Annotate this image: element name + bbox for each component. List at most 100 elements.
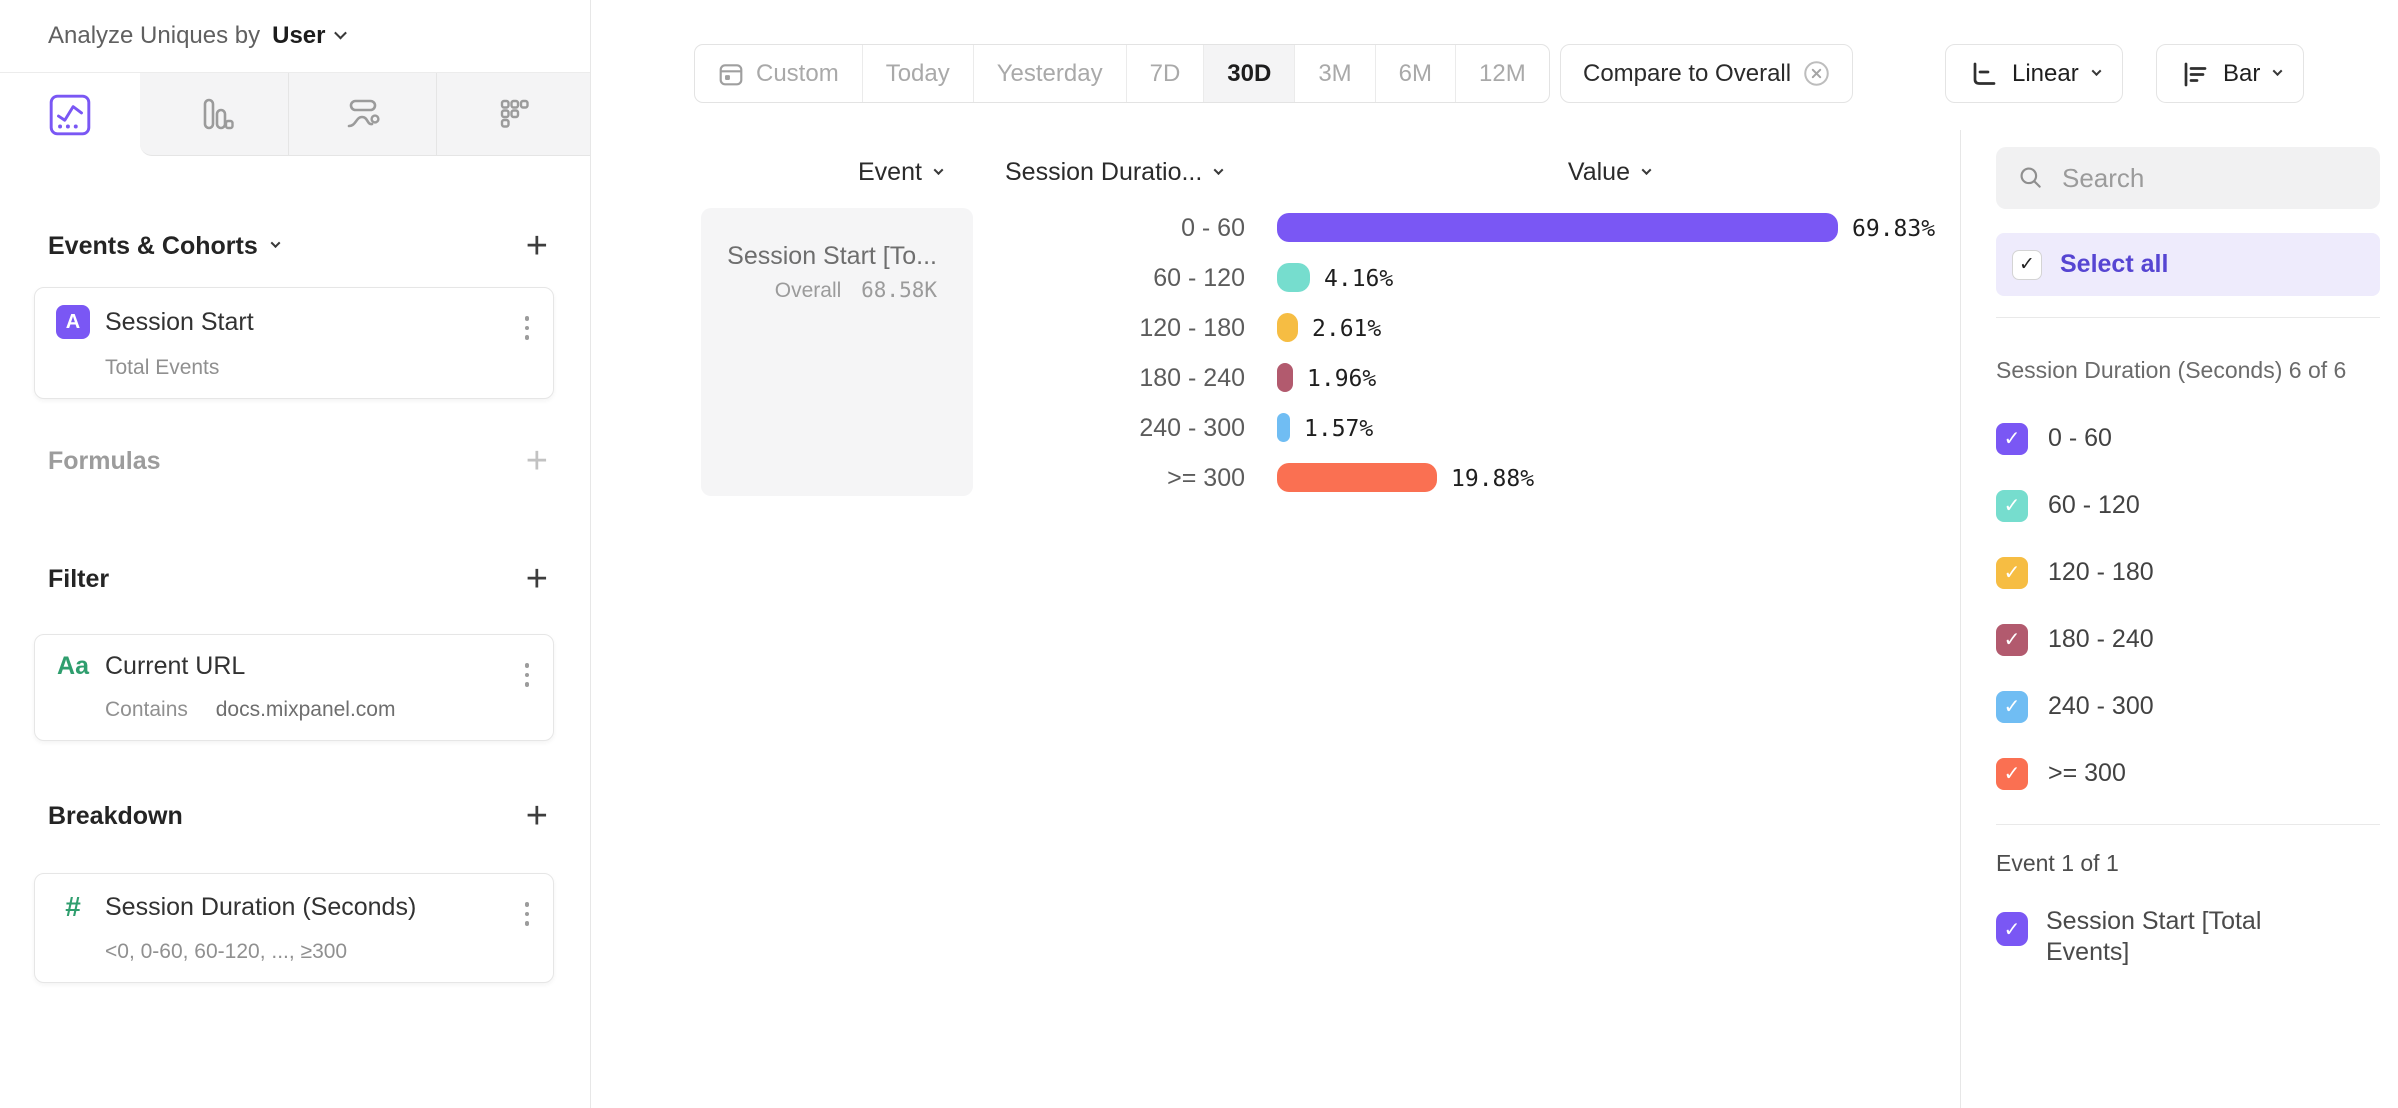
date-range-30d[interactable]: 30D (1203, 45, 1295, 102)
legend-search[interactable] (1996, 147, 2380, 209)
chart-row-4: 180 - 240 1.96% (0, 353, 1960, 403)
insights-line-chart-icon (49, 94, 91, 135)
analyze-header: Analyze Uniques by User (0, 0, 590, 73)
bar-category-label: 240 - 300 (1139, 414, 1245, 442)
analyze-by-value: User (272, 22, 326, 49)
tab-metrics[interactable] (436, 73, 590, 156)
events-cohorts-title[interactable]: Events & Cohorts (48, 232, 281, 261)
chevron-down-icon (333, 26, 347, 40)
overall-label: Overall (774, 279, 842, 302)
chart-row-6: >= 300 19.88% (0, 453, 1960, 503)
add-breakdown-button[interactable]: + (525, 795, 548, 837)
colored-checkbox[interactable]: ✓ (1996, 422, 2028, 455)
select-all-checkbox[interactable]: ✓ (2012, 249, 2042, 280)
chart-row-3: 120 - 180 2.61% (0, 303, 1960, 353)
segment-checkbox-row-4[interactable]: ✓ 180 - 240 (1996, 606, 2380, 673)
date-range-custom[interactable]: Custom (695, 45, 862, 102)
event-row-header-cell: Session Start [To... Overall 68.58K (701, 208, 973, 496)
colored-checkbox[interactable]: ✓ (1996, 912, 2028, 946)
date-range-yesterday[interactable]: Yesterday (972, 45, 1126, 102)
segment-checkbox-row-1[interactable]: ✓ 0 - 60 (1996, 405, 2380, 472)
search-input[interactable] (2062, 162, 2342, 194)
column-header-breakdown[interactable]: Session Duratio... (1005, 158, 1224, 187)
chevron-down-icon (2272, 65, 2283, 76)
chart-type-dropdown[interactable]: Bar (2156, 44, 2305, 103)
filter-value: docs.mixpanel.com (215, 698, 396, 721)
breakdown-section-header: Breakdown + (34, 795, 554, 837)
tab-bar-chart[interactable] (140, 73, 288, 156)
column-header-event[interactable]: Event (858, 158, 944, 187)
formulas-title: Formulas (48, 446, 161, 475)
bar-category-label: 60 - 120 (1153, 264, 1245, 292)
kebab-menu-icon[interactable] (521, 898, 534, 930)
date-range-3m[interactable]: 3M (1294, 45, 1374, 102)
segment-label: >= 300 (2048, 759, 2126, 787)
analyze-by-dropdown[interactable]: User (272, 22, 347, 50)
event-checkbox-row-1[interactable]: ✓ Session Start [Total Events] (1996, 906, 2380, 968)
date-range-label: 12M (1479, 59, 1526, 87)
segment-checkbox-row-3[interactable]: ✓ 120 - 180 (1996, 539, 2380, 606)
breakdown-card-buckets[interactable]: <0, 0-60, 60-120, ..., ≥300 (105, 940, 348, 963)
event-card-session-start[interactable]: A Session Start Total Events (34, 287, 554, 399)
date-range-label: Custom (756, 59, 839, 87)
segment-checkbox-row-6[interactable]: ✓ >= 300 (1996, 740, 2380, 807)
bar-segment-3[interactable] (1277, 313, 1298, 342)
filter-card-current-url[interactable]: Aa Current URL Contains docs.mixpanel.co… (34, 634, 554, 741)
colored-checkbox[interactable]: ✓ (1996, 623, 2028, 656)
calendar-icon (719, 63, 743, 85)
segment-checkbox-row-2[interactable]: ✓ 60 - 120 (1996, 472, 2380, 539)
date-range-12m[interactable]: 12M (1455, 45, 1549, 102)
chart-row-1: 0 - 60 69.83% (0, 203, 1960, 253)
event-cell-overall: Overall 68.58K (721, 278, 937, 303)
bar-segment-4[interactable] (1277, 363, 1293, 392)
filter-title: Filter (48, 564, 110, 593)
chart-type-tab-strip (0, 73, 590, 156)
flow-icon (347, 99, 380, 128)
colored-checkbox[interactable]: ✓ (1996, 757, 2028, 790)
search-icon (2020, 167, 2041, 188)
event-checklist: ✓ Session Start [Total Events] (1996, 906, 2380, 968)
colored-checkbox[interactable]: ✓ (1996, 489, 2028, 522)
tab-flow[interactable] (288, 73, 436, 156)
bar-category-label: >= 300 (1167, 464, 1245, 492)
bar-category-label: 180 - 240 (1139, 364, 1245, 392)
chevron-down-icon (2091, 65, 2102, 76)
select-all-label: Select all (2060, 250, 2169, 278)
colored-checkbox[interactable]: ✓ (1996, 690, 2028, 723)
colored-checkbox[interactable]: ✓ (1996, 556, 2028, 589)
bar-value-label: 19.88% (1451, 466, 1535, 492)
date-range-label: 6M (1398, 59, 1432, 87)
chart-row-2: 60 - 120 4.16% (0, 253, 1960, 303)
date-range-today[interactable]: Today (861, 45, 973, 102)
add-filter-button[interactable]: + (525, 558, 548, 600)
compare-to-overall-button[interactable]: Compare to Overall (1560, 44, 1854, 103)
column-header-value[interactable]: Value (1568, 158, 1652, 187)
bar-segment-1[interactable] (1277, 213, 1838, 242)
kebab-menu-icon[interactable] (521, 312, 534, 344)
breakdown-card-session-duration[interactable]: # Session Duration (Seconds) <0, 0-60, 6… (34, 873, 554, 983)
tab-insights-chart[interactable] (0, 73, 140, 156)
event-card-subtitle[interactable]: Total Events (105, 356, 220, 379)
bar-segment-6[interactable] (1277, 463, 1437, 492)
chevron-down-icon (933, 164, 944, 175)
segment-label: 0 - 60 (2048, 424, 2112, 452)
event-card-title: Session Start (105, 307, 254, 336)
add-formula-button[interactable]: + (525, 440, 548, 482)
metrics-grid-icon (500, 99, 529, 128)
filter-card-condition[interactable]: Contains docs.mixpanel.com (105, 698, 535, 722)
bar-segment-2[interactable] (1277, 263, 1310, 292)
scale-dropdown[interactable]: Linear (1945, 44, 2123, 103)
kebab-menu-icon[interactable] (521, 659, 534, 691)
linear-scale-icon (1973, 62, 1996, 85)
bar-segment-5[interactable] (1277, 413, 1290, 442)
add-event-button[interactable]: + (525, 225, 548, 267)
remove-compare-icon[interactable] (1803, 60, 1830, 87)
chart-type-label: Bar (2223, 59, 2261, 87)
date-range-7d[interactable]: 7D (1125, 45, 1204, 102)
date-range-label: Yesterday (996, 59, 1103, 87)
select-all-row[interactable]: ✓ Select all (1996, 233, 2380, 296)
segment-checkbox-row-5[interactable]: ✓ 240 - 300 (1996, 673, 2380, 740)
date-range-control: Custom Today Yesterday 7D 30D 3M 6M 12M (694, 44, 1550, 103)
date-range-6m[interactable]: 6M (1374, 45, 1455, 102)
